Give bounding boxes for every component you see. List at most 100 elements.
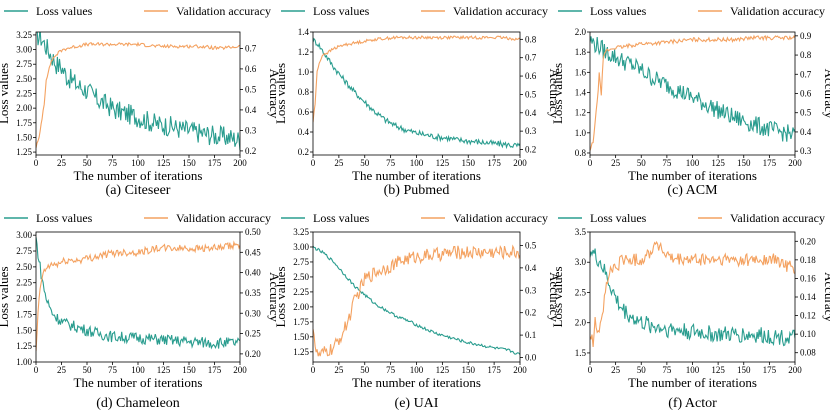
y-tick-label: 0.6 bbox=[298, 107, 310, 117]
y-axis-label: Loss values bbox=[0, 266, 11, 327]
chart-panel-6: 0 25 50 75 100 125 150 175 200 1.5 2.0 2.5 3.0 3.5 0.0… bbox=[550, 211, 830, 411]
y2-tick-label: 0.8 bbox=[800, 50, 812, 60]
x-axis-label: The number of iterations bbox=[628, 168, 757, 183]
legend-label-loss: Loss values bbox=[590, 4, 647, 18]
loss-line-6 bbox=[590, 248, 795, 347]
y-axis-label: Loss values bbox=[273, 266, 288, 327]
y2-tick-label: 0.3 bbox=[245, 125, 257, 135]
y2-tick-label: 0.20 bbox=[800, 236, 816, 246]
y-tick-label: 3.0 bbox=[575, 257, 587, 267]
y2-tick-label: 0.8 bbox=[525, 34, 537, 44]
y-tick-label: 3.00 bbox=[16, 45, 32, 55]
x-tick-label: 100 bbox=[131, 158, 145, 168]
y2-tick-label: 0.14 bbox=[800, 292, 816, 302]
y2-tick-label: 0.6 bbox=[245, 64, 257, 74]
y-tick-label: 2.75 bbox=[293, 257, 309, 267]
y-tick-label: 2.0 bbox=[575, 318, 587, 328]
y2-tick-label: 0.2 bbox=[245, 146, 256, 156]
legend-label-loss: Loss values bbox=[313, 4, 370, 18]
x-tick-label: 100 bbox=[410, 365, 424, 375]
plot-frame bbox=[312, 31, 521, 156]
y-tick-label: 3.00 bbox=[16, 230, 32, 240]
y2-tick-label: 0.5 bbox=[525, 240, 537, 250]
x-tick-label: 25 bbox=[57, 158, 67, 168]
y-tick-label: 2.5 bbox=[575, 287, 587, 297]
y-tick-label: 1.25 bbox=[16, 341, 32, 351]
loss-line-3 bbox=[590, 36, 795, 142]
y2-tick-label: 0.2 bbox=[525, 144, 536, 154]
x-tick-label: 150 bbox=[462, 158, 476, 168]
x-tick-label: 0 bbox=[588, 365, 593, 375]
x-tick-label: 175 bbox=[487, 365, 501, 375]
y2-tick-label: 0.4 bbox=[800, 127, 812, 137]
x-tick-label: 150 bbox=[182, 158, 196, 168]
y-tick-label: 3.25 bbox=[293, 227, 309, 237]
y-tick-label: 2.75 bbox=[16, 59, 32, 69]
y-tick-label: 1.25 bbox=[16, 147, 32, 157]
y-axis-label: Loss values bbox=[0, 63, 11, 124]
x-tick-label: 0 bbox=[34, 158, 39, 168]
x-tick-label: 150 bbox=[737, 158, 751, 168]
y-tick-label: 2.25 bbox=[293, 287, 309, 297]
y2-tick-label: 0.4 bbox=[525, 108, 537, 118]
x-axis-label: The number of iterations bbox=[352, 375, 481, 390]
legend-label-loss: Loss values bbox=[590, 211, 647, 225]
chart-panel-4: 0 25 50 75 100 125 150 175 200 1.00 1.25 1.50 1.75 2.… bbox=[0, 211, 282, 411]
chart-panel-3: 0 25 50 75 100 125 150 175 200 0.8 1.0 1.2 1.4 1.6 1.8… bbox=[550, 4, 830, 198]
y2-tick-label: 0.7 bbox=[525, 53, 537, 63]
y-tick-label: 1.50 bbox=[16, 132, 32, 142]
plot-frame bbox=[589, 231, 796, 363]
x-tick-label: 175 bbox=[208, 365, 222, 375]
y2-tick-label: 0.3 bbox=[525, 126, 537, 136]
x-tick-label: 200 bbox=[788, 365, 802, 375]
x-tick-label: 25 bbox=[334, 365, 344, 375]
y-tick-label: 1.8 bbox=[575, 47, 587, 57]
x-tick-label: 100 bbox=[686, 365, 700, 375]
y2-tick-label: 0.16 bbox=[800, 273, 816, 283]
y-tick-label: 0.8 bbox=[298, 87, 310, 97]
y2-axis-label: Accuracy bbox=[547, 69, 562, 119]
x-tick-label: 125 bbox=[436, 365, 450, 375]
panel-caption: (b) Pubmed bbox=[384, 183, 450, 198]
x-axis-label: The number of iterations bbox=[628, 375, 757, 390]
y2-tick-label: 0.1 bbox=[525, 330, 536, 340]
panel-caption: (a) Citeseer bbox=[106, 183, 171, 198]
y2-axis-label: Accuracy bbox=[547, 272, 562, 322]
y-axis-label: Loss values bbox=[550, 63, 565, 124]
loss-line-5 bbox=[313, 245, 520, 355]
y2-tick-label: 0.12 bbox=[800, 311, 816, 321]
y-axis-label: Loss values bbox=[550, 266, 565, 327]
y-tick-label: 2.75 bbox=[16, 246, 32, 256]
y2-tick-label: 0.5 bbox=[525, 89, 537, 99]
x-tick-label: 50 bbox=[637, 158, 647, 168]
x-tick-label: 150 bbox=[462, 365, 476, 375]
y-tick-label: 0.2 bbox=[298, 147, 309, 157]
y2-tick-label: 0.5 bbox=[245, 84, 257, 94]
y2-tick-label: 0.6 bbox=[525, 71, 537, 81]
y-tick-label: 2.25 bbox=[16, 89, 32, 99]
y2-tick-label: 0.35 bbox=[245, 288, 261, 298]
x-tick-label: 100 bbox=[410, 158, 424, 168]
y-tick-label: 2.00 bbox=[16, 103, 32, 113]
x-tick-label: 175 bbox=[763, 158, 777, 168]
panel-caption: (c) ACM bbox=[667, 183, 718, 198]
y2-tick-label: 0.7 bbox=[800, 69, 812, 79]
y2-tick-label: 0.0 bbox=[525, 353, 537, 363]
y-tick-label: 1.5 bbox=[575, 348, 587, 358]
chart-panel-1: 0 25 50 75 100 125 150 175 200 1.25 1.50 1.75 2.00 2.… bbox=[0, 4, 282, 198]
y-tick-label: 1.2 bbox=[298, 47, 309, 57]
x-tick-label: 100 bbox=[131, 365, 145, 375]
plot-frame bbox=[589, 31, 796, 156]
x-tick-label: 75 bbox=[386, 158, 396, 168]
y-tick-label: 1.2 bbox=[575, 108, 586, 118]
x-tick-label: 200 bbox=[513, 158, 527, 168]
y-tick-label: 1.25 bbox=[293, 347, 309, 357]
x-tick-label: 200 bbox=[513, 365, 527, 375]
x-tick-label: 200 bbox=[788, 158, 802, 168]
accuracy-line-6 bbox=[590, 240, 795, 348]
x-tick-label: 175 bbox=[763, 365, 777, 375]
y2-axis-label: Accuracy bbox=[267, 272, 282, 322]
panel-caption: (f) Actor bbox=[668, 396, 717, 411]
legend-label-accuracy: Validation accuracy bbox=[453, 4, 548, 18]
x-tick-label: 75 bbox=[108, 365, 118, 375]
